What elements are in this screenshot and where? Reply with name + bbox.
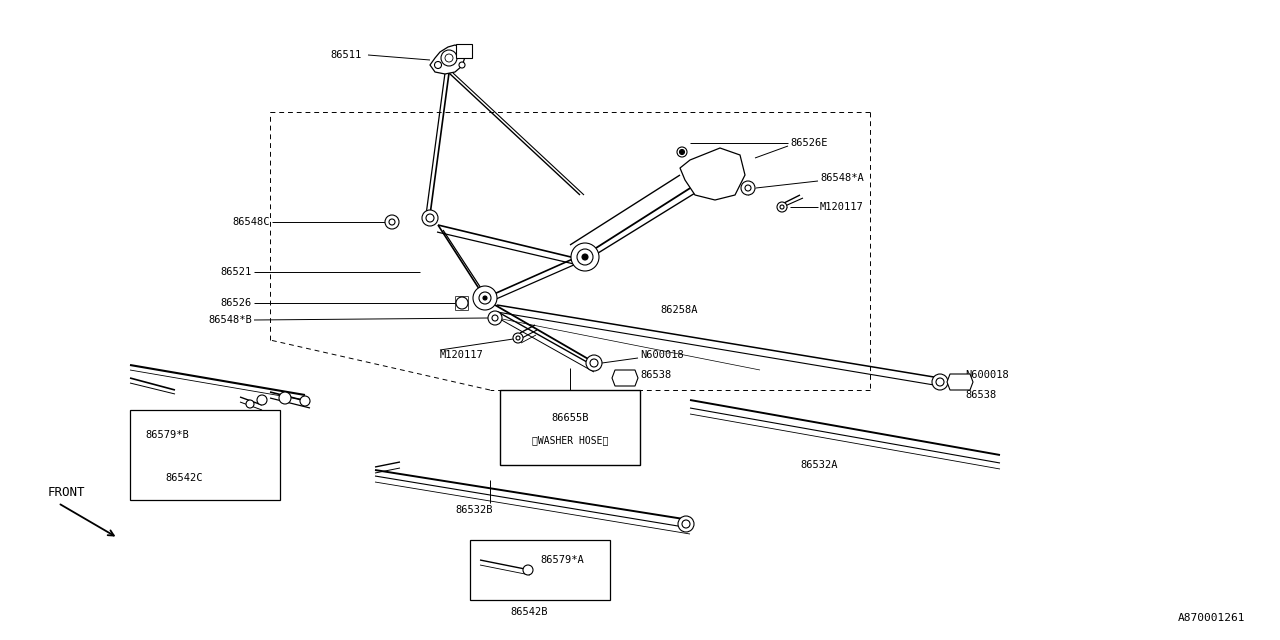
Text: 86655B: 86655B — [552, 413, 589, 423]
Circle shape — [524, 565, 532, 575]
Circle shape — [445, 54, 453, 62]
Circle shape — [571, 243, 599, 271]
Text: FRONT: FRONT — [49, 486, 86, 499]
Polygon shape — [680, 148, 745, 200]
Circle shape — [246, 400, 253, 408]
Circle shape — [741, 181, 755, 195]
Text: 86521: 86521 — [220, 267, 252, 277]
Text: 86538: 86538 — [640, 370, 671, 380]
Circle shape — [434, 61, 442, 68]
Text: 86538: 86538 — [965, 390, 996, 400]
Circle shape — [426, 214, 434, 222]
Text: 86511: 86511 — [330, 50, 361, 60]
Bar — [456, 44, 472, 58]
Text: 86532A: 86532A — [800, 460, 837, 470]
Text: 86548C: 86548C — [233, 217, 270, 227]
Bar — [131, 410, 280, 500]
Text: 86548*B: 86548*B — [209, 315, 252, 325]
Text: 〈WASHER HOSE〉: 〈WASHER HOSE〉 — [531, 435, 608, 445]
Circle shape — [389, 219, 396, 225]
Circle shape — [488, 311, 502, 325]
Circle shape — [678, 516, 694, 532]
Circle shape — [936, 378, 945, 386]
Text: 86579*A: 86579*A — [540, 555, 584, 565]
Text: 86579*B: 86579*B — [145, 430, 188, 440]
Circle shape — [516, 336, 520, 340]
Text: A870001261: A870001261 — [1178, 613, 1245, 623]
Circle shape — [479, 292, 492, 304]
Circle shape — [460, 62, 465, 68]
Text: N600018: N600018 — [640, 350, 684, 360]
Text: 86532B: 86532B — [454, 505, 493, 515]
Text: 86526: 86526 — [220, 298, 252, 308]
Circle shape — [680, 150, 685, 154]
Bar — [470, 540, 611, 600]
Text: 86526E: 86526E — [790, 138, 827, 148]
Circle shape — [257, 395, 268, 405]
Circle shape — [780, 205, 783, 209]
Polygon shape — [612, 370, 637, 386]
Circle shape — [745, 185, 751, 191]
Polygon shape — [430, 45, 465, 74]
Text: 86258A: 86258A — [660, 305, 698, 315]
Circle shape — [577, 249, 593, 265]
Text: N600018: N600018 — [965, 370, 1009, 380]
Circle shape — [442, 50, 457, 66]
Circle shape — [513, 333, 524, 343]
Circle shape — [300, 396, 310, 406]
Circle shape — [586, 355, 602, 371]
Circle shape — [456, 297, 468, 309]
Text: 86548*A: 86548*A — [820, 173, 864, 183]
Text: 86542B: 86542B — [509, 607, 548, 617]
Bar — [500, 390, 640, 465]
Text: 86542C: 86542C — [165, 473, 202, 483]
Polygon shape — [947, 374, 973, 390]
Circle shape — [422, 210, 438, 226]
Circle shape — [582, 254, 588, 260]
Circle shape — [279, 392, 291, 404]
Circle shape — [777, 202, 787, 212]
Text: M120117: M120117 — [440, 350, 484, 360]
Circle shape — [677, 147, 687, 157]
Circle shape — [474, 286, 497, 310]
Circle shape — [483, 296, 486, 300]
Text: M120117: M120117 — [820, 202, 864, 212]
Circle shape — [932, 374, 948, 390]
Circle shape — [385, 215, 399, 229]
Circle shape — [682, 520, 690, 528]
Circle shape — [590, 359, 598, 367]
Circle shape — [492, 315, 498, 321]
